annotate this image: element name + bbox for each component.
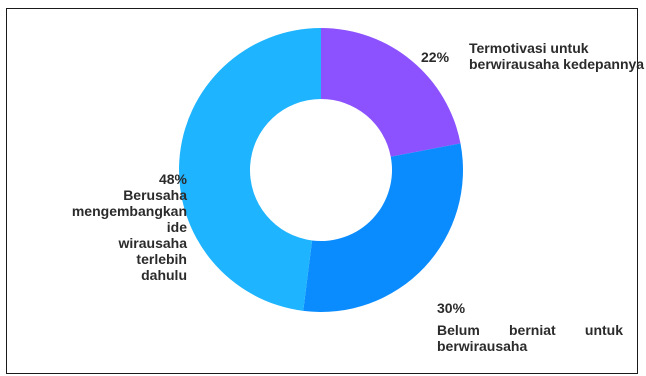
slice-label-line: Berusaha — [123, 187, 187, 203]
slice-label-line: dahulu — [141, 267, 187, 283]
slice-label-line: berwirausaha — [437, 338, 528, 354]
label-word: untuk — [584, 322, 623, 338]
donut-chart — [178, 28, 463, 312]
slice-label-line: mengembangkan ide — [71, 203, 187, 235]
slice-value-label-30: 30% — [437, 300, 466, 316]
slice-value-label-22: 22% — [421, 49, 450, 65]
donut-slice-48 — [178, 28, 321, 311]
slice-value-label-48: 48% — [158, 171, 187, 187]
slice-label-line: berwirausaha kedepannya — [469, 56, 645, 72]
donut-slice-22 — [321, 28, 461, 157]
slice-label-berusaha: 48% Berusaha mengembangkan ide wirausaha… — [67, 171, 187, 283]
slice-label-line: Belum berniat untuk — [437, 322, 623, 338]
slice-label-line: Termotivasi untuk — [469, 40, 589, 56]
donut-slice-30 — [303, 143, 463, 312]
slice-label-belum: Belum berniat untuk berwirausaha — [437, 322, 623, 354]
label-word: Belum — [437, 322, 480, 338]
label-word: berniat — [509, 322, 556, 338]
slice-label-line: wirausaha terlebih — [118, 235, 187, 267]
slice-label-termotivasi: Termotivasi untuk berwirausaha kedepanny… — [469, 40, 646, 72]
chart-frame: 22% Termotivasi untuk berwirausaha kedep… — [6, 8, 644, 374]
